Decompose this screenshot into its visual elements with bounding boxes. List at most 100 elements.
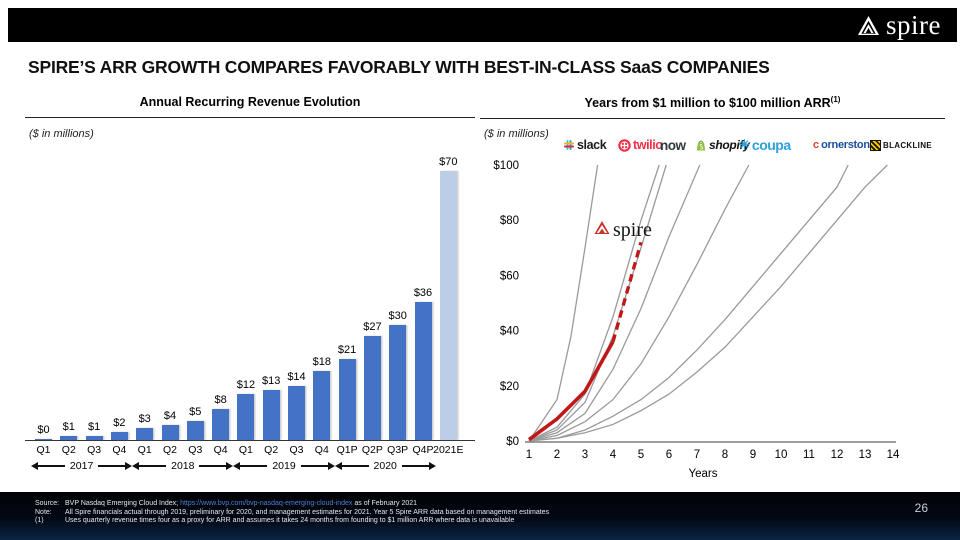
x-category-label: Q4 — [213, 444, 228, 456]
page-number: 26 — [914, 501, 928, 515]
shopify-label: shopify — [709, 138, 750, 152]
line-slack — [528, 164, 599, 442]
years-to-100m-chart: Years from $1 million to $100 million AR… — [480, 95, 945, 487]
line-blackline — [528, 164, 888, 442]
footer: Source: BVP Nasdaq Emerging Cloud Index; … — [0, 492, 960, 540]
y-tick-label: $0 — [506, 436, 519, 448]
bar-Q1P-12 — [338, 359, 356, 440]
legend-cornerstone: c ornerstone — [813, 137, 876, 153]
bar-Q4-11 — [313, 370, 331, 440]
bar-value-label: $13 — [262, 375, 281, 388]
year-group-2020: 2020 — [334, 459, 436, 473]
bar-Q3P-14 — [389, 324, 407, 440]
x-category-label: Q3 — [289, 444, 304, 456]
bar-Q1-8 — [237, 393, 255, 440]
year-group-2017: 2017 — [31, 459, 133, 473]
x-category-label: Q2 — [61, 444, 76, 456]
note-label: Note: — [35, 508, 52, 516]
line-spire-actual — [527, 340, 615, 442]
x-category-label: Q4 — [112, 444, 127, 456]
slack-icon — [564, 140, 574, 150]
legend-twilio: twilio — [618, 137, 663, 153]
line-chart-plot: $0$20$40$60$80$100 1 2 3 4 5 6 7 8 9 10 11 12 13 14 Y… — [493, 160, 900, 480]
source-text-suffix: as of February 2021 — [352, 500, 418, 507]
x-category-label: 2021E — [433, 444, 464, 456]
x-category-label: Q3P — [387, 444, 409, 456]
blackline-icon — [870, 139, 881, 151]
bar-value-label: $8 — [214, 394, 227, 407]
bar-value-label: $21 — [337, 344, 357, 357]
bar-Q3-6 — [186, 420, 204, 440]
x-category-label: Q1 — [238, 444, 253, 456]
bar-value-label: $5 — [189, 405, 202, 418]
x-category-label: Q2P — [361, 444, 383, 456]
bar-value-label: $1 — [87, 421, 101, 434]
bar-chart-x-labels: Q1 Q2 Q3 Q4 Q1 Q2 Q3 Q4 Q1 Q2 Q3 Q4 Q1P Q2P Q3P Q4P 2021… — [25, 444, 475, 458]
bar-value-label: $2 — [113, 417, 126, 430]
cornerstone-label: ornerstone — [821, 139, 876, 151]
bar-chart-plot: $0 $1 $1 $2 $3 $4 $5 $8 $12 $13 $14 $18 $21 $27 $30 $36… — [25, 155, 475, 441]
x-tick-label: 9 — [750, 449, 756, 461]
x-tick-label: 4 — [610, 449, 617, 461]
year-group-2019: 2019 — [233, 459, 335, 473]
year-group-2018: 2018 — [132, 459, 234, 473]
legend-servicenow: now — [660, 137, 686, 153]
line-cornerstone — [528, 164, 849, 442]
y-tick-label: $100 — [493, 160, 519, 172]
bar-Q3-2 — [85, 436, 103, 440]
bar-value-label: $1 — [62, 421, 75, 434]
bar-value-label: $27 — [363, 321, 382, 334]
bar-value-label: $12 — [236, 378, 256, 391]
spire-annotation: spire — [594, 219, 652, 241]
footer-note-row: Note: All Spire financials actual through… — [35, 509, 549, 518]
line-shopify — [528, 164, 701, 442]
line-spire-estimate — [611, 241, 643, 343]
slack-label: slack — [577, 138, 607, 152]
x-tick-label: 13 — [859, 449, 872, 461]
x-category-label: Q1 — [137, 444, 152, 456]
x-tick-label: 6 — [666, 449, 672, 461]
legend-blackline: BLACKLINE — [870, 137, 932, 153]
shopify-icon — [696, 140, 706, 150]
x-tick-label: 10 — [775, 449, 788, 461]
y-tick-label: $80 — [500, 215, 519, 227]
x-tick-label: 11 — [803, 449, 815, 461]
y-tick-label: $20 — [500, 381, 519, 393]
x-category-label: Q2 — [264, 444, 279, 456]
bar-value-label: $18 — [312, 355, 331, 368]
y-tick-label: $40 — [500, 326, 519, 338]
note-text: All Spire financials actual through 2019… — [65, 508, 550, 516]
bar-Q2P-13 — [363, 336, 381, 440]
right-chart-title: Years from $1 million to $100 million AR… — [480, 95, 945, 120]
y-tick-label: $60 — [500, 270, 519, 282]
bar-value-label: $4 — [163, 409, 177, 422]
footer-footnote-row: (1) Uses quarterly revenue times four as … — [35, 517, 514, 526]
footnote-text: Uses quarterly revenue times four as a p… — [65, 517, 515, 524]
spire-logo-text: spire — [886, 9, 941, 40]
footer-source-row: Source: BVP Nasdaq Emerging Cloud Index; … — [35, 500, 417, 509]
x-category-label: Q1 — [36, 444, 51, 456]
legend-slack: slack — [563, 137, 607, 153]
x-axis-title: Years — [689, 468, 718, 480]
bar-chart-year-groups: 2017 2018 2019 2020 — [25, 459, 475, 473]
twilio-label: twilio — [633, 138, 663, 152]
x-category-label: Q4 — [314, 444, 329, 456]
x-tick-label: 5 — [638, 449, 644, 461]
servicenow-label: now — [660, 137, 686, 153]
line-coupa — [528, 164, 750, 442]
bar-Q2-5 — [161, 424, 179, 440]
line-twilio — [528, 164, 660, 442]
x-tick-label: 8 — [722, 449, 728, 461]
source-link[interactable]: https://www.bvp.com/bvp-nasdaq-emerging-… — [180, 500, 353, 507]
coupa-icon: ✳ — [739, 137, 750, 152]
bar-value-label: $3 — [138, 413, 151, 426]
top-bar: spire — [8, 8, 957, 42]
x-category-label: Q1P — [336, 444, 358, 456]
source-label: Source: — [35, 500, 60, 507]
bar-Q4-7 — [212, 409, 230, 440]
x-tick-label: 14 — [887, 449, 900, 461]
arr-evolution-chart: Annual Recurring Revenue Evolution ($ in… — [25, 95, 475, 487]
legend-coupa: ✳ coupa — [739, 137, 791, 153]
bar-Q2-9 — [262, 390, 280, 440]
footnote-label: (1) — [35, 517, 44, 524]
